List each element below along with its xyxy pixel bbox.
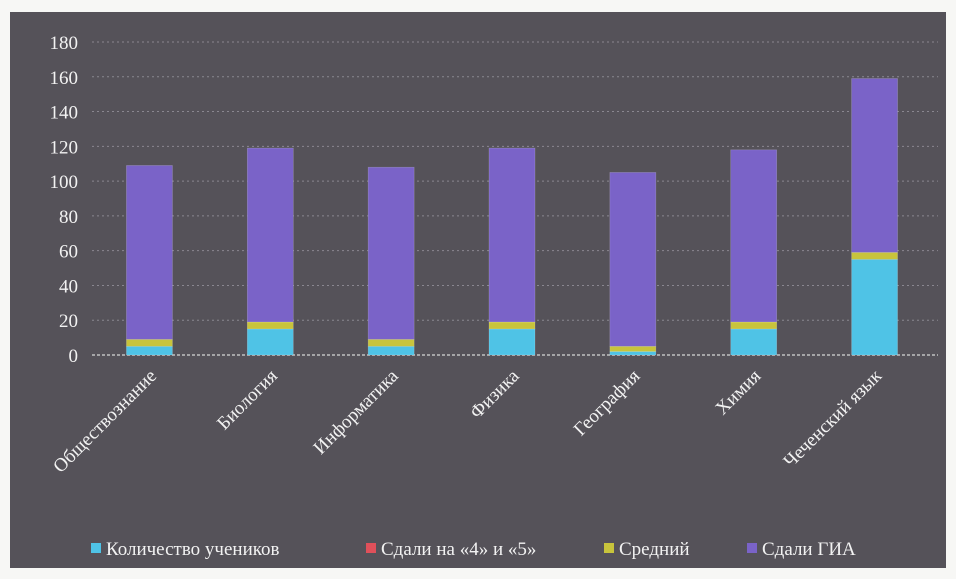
bar-segment [609, 172, 657, 347]
bar-segment [851, 78, 898, 253]
legend-label: Сдали ГИА [762, 539, 856, 560]
bar-segment [246, 328, 294, 356]
x-tick-label: Физика [466, 365, 524, 423]
bar-segment [126, 346, 173, 356]
legend-label: Средний [619, 539, 690, 560]
bar-segment [488, 328, 536, 356]
bar-segment [367, 339, 415, 347]
y-tick-label: 20 [59, 311, 78, 332]
bar-segment [246, 321, 294, 330]
bar-segment [246, 147, 294, 323]
bar-segment [851, 259, 898, 356]
legend-swatch [91, 543, 101, 553]
bar-segment [367, 166, 415, 340]
y-tick-label: 140 [50, 103, 79, 124]
x-tick-label: Химия [712, 366, 766, 420]
y-tick-label: 40 [59, 276, 78, 297]
x-tick-label: Чеченский язык [780, 365, 887, 472]
x-tick-label: Обществознание [49, 366, 161, 478]
y-tick-label: 160 [50, 68, 79, 89]
bar-segment [851, 252, 898, 260]
bar-segment [126, 165, 173, 340]
y-tick-label: 120 [50, 137, 79, 158]
legend-label: Количество учеников [106, 539, 280, 560]
bar-segment [730, 149, 778, 323]
legend-label: Сдали на «4» и «5» [381, 539, 536, 560]
y-tick-label: 180 [50, 33, 79, 54]
bar-segment [488, 147, 536, 323]
bar-segment [609, 351, 657, 356]
x-tick-label: Информатика [310, 365, 403, 458]
y-tick-label: 100 [50, 172, 79, 193]
x-tick-label: Биология [213, 366, 282, 435]
bar-segment [367, 346, 415, 356]
bar-segment [730, 328, 778, 356]
bar-segment [730, 321, 778, 330]
y-tick-label: 80 [59, 207, 78, 228]
legend-swatch [747, 543, 757, 553]
y-tick-label: 0 [69, 346, 79, 367]
legend-swatch [604, 543, 614, 553]
x-tick-label: География [570, 366, 645, 441]
legend-swatch [366, 543, 376, 553]
bar-segment [488, 321, 536, 330]
y-tick-label: 60 [59, 242, 78, 263]
bar-segment [609, 346, 657, 352]
bar-segment [126, 339, 173, 347]
